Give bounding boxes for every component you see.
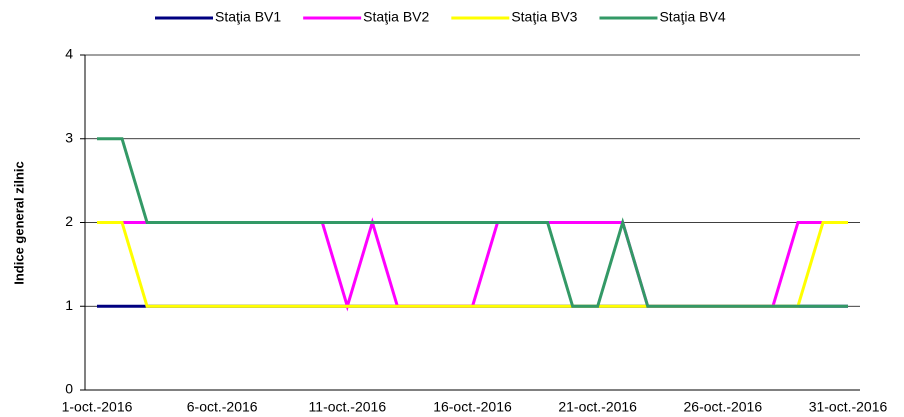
legend-label: Staţia BV4 <box>659 9 725 25</box>
x-tick-label: 6-oct.-2016 <box>187 399 258 415</box>
legend-label: Staţia BV2 <box>363 9 429 25</box>
y-tick-label: 1 <box>65 297 73 313</box>
legend-label: Staţia BV1 <box>215 9 281 25</box>
y-tick-label: 4 <box>65 46 73 62</box>
y-axis-label: Indice general zilnic <box>11 161 26 285</box>
x-tick-label: 26-oct.-2016 <box>684 399 763 415</box>
y-tick-label: 0 <box>65 381 73 397</box>
x-tick-label: 31-oct.-2016 <box>809 399 888 415</box>
y-tick-label: 2 <box>65 213 73 229</box>
x-tick-label: 21-oct.-2016 <box>558 399 637 415</box>
x-tick-label: 11-oct.-2016 <box>309 399 387 415</box>
x-tick-label: 1-oct.-2016 <box>62 399 133 415</box>
y-tick-label: 3 <box>65 129 73 145</box>
series-line <box>97 217 848 312</box>
legend-label: Staţia BV3 <box>511 9 577 25</box>
series-line <box>97 221 848 308</box>
x-tick-label: 16-oct.-2016 <box>433 399 512 415</box>
series-line <box>97 137 848 308</box>
